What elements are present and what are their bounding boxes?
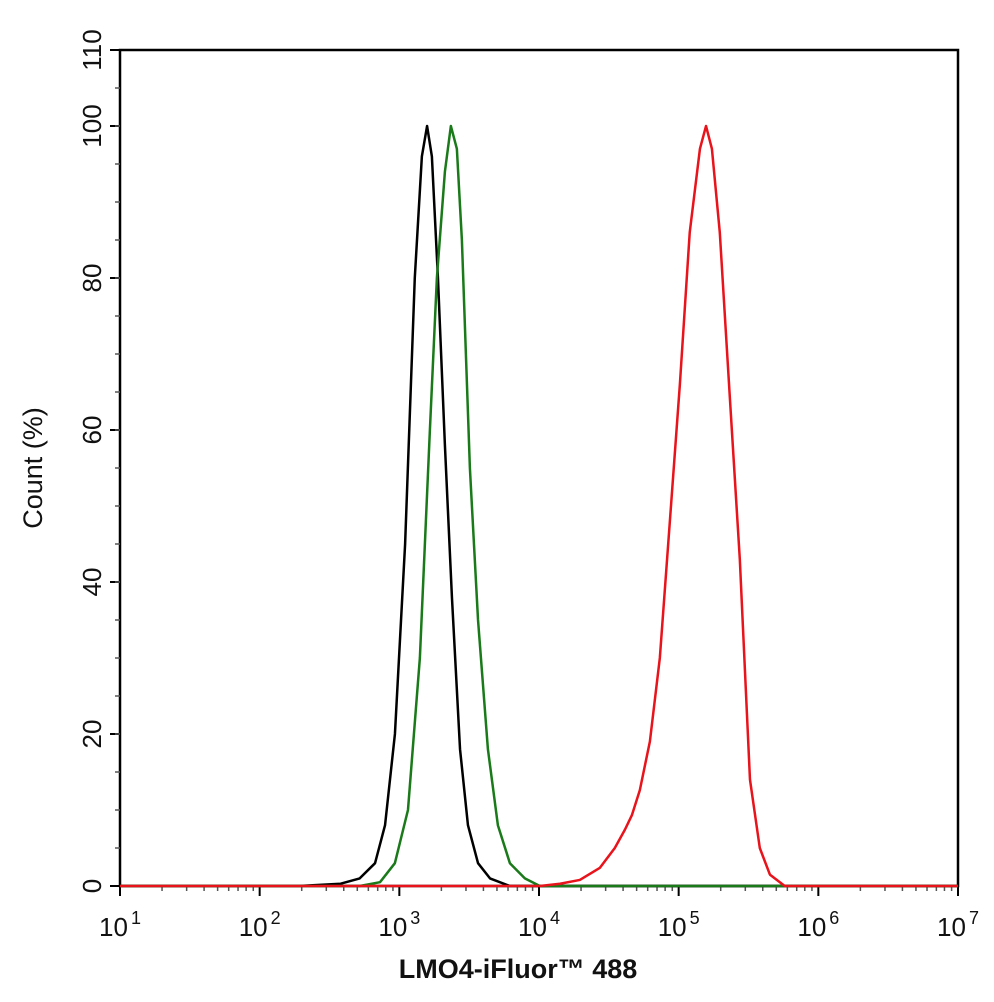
x-tick-base: 10 — [937, 912, 966, 942]
y-tick-label: 100 — [77, 104, 107, 147]
y-tick-label: 20 — [77, 720, 107, 749]
x-tick-label: 10 6 — [797, 908, 839, 942]
y-tick-label: 0 — [77, 879, 107, 893]
y-tick-label: 40 — [77, 568, 107, 597]
series-line — [120, 124, 958, 888]
y-tick-label: 80 — [77, 264, 107, 293]
x-tick-exponent: 5 — [690, 908, 700, 928]
x-tick-label: 10 4 — [518, 908, 560, 942]
x-tick-exponent: 1 — [131, 908, 141, 928]
x-tick-exponent: 6 — [829, 908, 839, 928]
x-tick-label: 10 3 — [378, 908, 420, 942]
x-tick-label: 10 2 — [239, 908, 281, 942]
x-tick-label: 10 7 — [937, 908, 979, 942]
x-tick-exponent: 2 — [271, 908, 281, 928]
x-tick-exponent: 3 — [410, 908, 420, 928]
x-tick-label: 10 5 — [658, 908, 700, 942]
y-axis-title: Count (%) — [18, 407, 48, 529]
x-tick-base: 10 — [239, 912, 268, 942]
x-tick-label: 10 1 — [99, 908, 141, 942]
x-tick-exponent: 7 — [969, 908, 979, 928]
plot-frame — [118, 48, 960, 888]
x-tick-base: 10 — [518, 912, 547, 942]
x-tick-base: 10 — [658, 912, 687, 942]
series-line — [120, 124, 958, 888]
series-line — [120, 124, 958, 888]
x-tick-base: 10 — [797, 912, 826, 942]
x-axis-title: LMO4-iFluor™ 488 — [399, 954, 638, 984]
x-tick-base: 10 — [378, 912, 407, 942]
x-tick-exponent: 4 — [550, 908, 560, 928]
y-tick-label: 110 — [77, 29, 107, 70]
y-tick-label: 60 — [77, 416, 107, 445]
x-tick-base: 10 — [99, 912, 128, 942]
